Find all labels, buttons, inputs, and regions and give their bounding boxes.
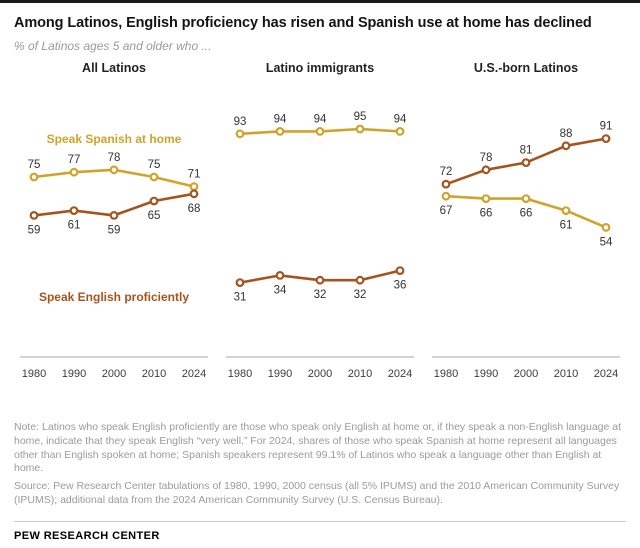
chart-panels: All Latinos 1980 1990 2000 2010 2024 75 77 78 75… — [14, 61, 626, 401]
svg-text:32: 32 — [314, 289, 327, 301]
panel-title-us-born-latinos: U.S.-born Latinos — [473, 60, 579, 75]
svg-text:94: 94 — [274, 113, 287, 125]
svg-text:1980: 1980 — [434, 368, 458, 380]
svg-text:65: 65 — [148, 210, 161, 222]
svg-text:34: 34 — [274, 284, 287, 296]
svg-text:1980: 1980 — [22, 368, 46, 380]
svg-text:68: 68 — [188, 203, 201, 215]
svg-text:36: 36 — [394, 279, 407, 291]
svg-text:2000: 2000 — [514, 368, 538, 380]
svg-text:Speak Spanish at home: Speak Spanish at home — [47, 132, 182, 146]
panel-latino-immigrants: Latino immigrants 1980 1990 2000 2010 2024 93… — [220, 61, 420, 401]
svg-text:59: 59 — [28, 224, 41, 236]
svg-text:66: 66 — [480, 207, 493, 219]
svg-text:1990: 1990 — [268, 368, 292, 380]
panel-title-all-latinos: All Latinos — [82, 60, 146, 75]
svg-text:61: 61 — [560, 219, 573, 231]
svg-text:1990: 1990 — [474, 368, 498, 380]
svg-text:72: 72 — [440, 166, 453, 178]
svg-text:2024: 2024 — [182, 368, 206, 380]
svg-text:78: 78 — [108, 152, 121, 164]
line-chart-latino-immigrants: 1980 1990 2000 2010 2024 93 94 94 95 94 31 34 32 32 36 — [226, 111, 414, 380]
note-text: Note: Latinos who speak English proficie… — [14, 420, 622, 475]
svg-text:67: 67 — [440, 205, 453, 217]
line-chart-all-latinos: 1980 1990 2000 2010 2024 75 77 78 75 71 59 61 59 65 68… — [20, 132, 208, 380]
svg-text:66: 66 — [520, 207, 533, 219]
svg-text:1990: 1990 — [62, 368, 86, 380]
brand-footer: PEW RESEARCH CENTER — [14, 530, 160, 542]
svg-text:61: 61 — [68, 219, 81, 231]
footer-rule — [14, 521, 626, 522]
page-subtitle: % of Latinos ages 5 and older who ... — [14, 38, 212, 53]
svg-text:32: 32 — [354, 289, 367, 301]
svg-text:77: 77 — [68, 154, 81, 166]
svg-text:2010: 2010 — [554, 368, 578, 380]
panel-all-latinos: All Latinos 1980 1990 2000 2010 2024 75 77 78 75… — [14, 61, 214, 401]
page-title: Among Latinos, English proficiency has r… — [14, 15, 592, 31]
svg-text:59: 59 — [108, 224, 121, 236]
svg-text:2024: 2024 — [594, 368, 618, 380]
svg-text:2000: 2000 — [102, 368, 126, 380]
svg-text:54: 54 — [600, 236, 613, 248]
svg-text:93: 93 — [234, 116, 247, 128]
panel-us-born-latinos: U.S.-born Latinos 1980 1990 2000 2010 2024 67… — [426, 61, 626, 401]
top-rule — [0, 0, 640, 3]
svg-text:2010: 2010 — [142, 368, 166, 380]
svg-text:2000: 2000 — [308, 368, 332, 380]
svg-text:31: 31 — [234, 291, 247, 303]
panel-title-latino-immigrants: Latino immigrants — [265, 60, 375, 75]
source-text: Source: Pew Research Center tabulations … — [14, 480, 620, 507]
svg-text:2024: 2024 — [388, 368, 412, 380]
svg-text:94: 94 — [394, 113, 407, 125]
svg-text:88: 88 — [560, 128, 573, 140]
svg-text:Speak English proficiently: Speak English proficiently — [39, 290, 189, 304]
svg-text:95: 95 — [354, 111, 367, 123]
svg-text:78: 78 — [480, 152, 493, 164]
svg-text:91: 91 — [600, 120, 613, 132]
svg-text:75: 75 — [28, 159, 41, 171]
line-chart-us-born-latinos: 1980 1990 2000 2010 2024 67 66 66 61 54 72 78 81 88 91 — [432, 120, 620, 380]
svg-text:2010: 2010 — [348, 368, 372, 380]
svg-text:94: 94 — [314, 113, 327, 125]
svg-text:75: 75 — [148, 159, 161, 171]
svg-text:1980: 1980 — [228, 368, 252, 380]
svg-text:81: 81 — [520, 144, 533, 156]
svg-text:71: 71 — [188, 168, 201, 180]
